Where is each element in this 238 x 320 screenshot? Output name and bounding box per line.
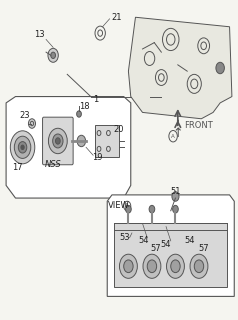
Circle shape — [28, 119, 35, 128]
Text: 54: 54 — [184, 236, 195, 245]
Circle shape — [143, 254, 161, 278]
Text: 54: 54 — [139, 236, 149, 245]
Circle shape — [190, 254, 208, 278]
Circle shape — [53, 134, 63, 148]
Text: NSS: NSS — [45, 160, 61, 169]
Circle shape — [51, 52, 55, 59]
Circle shape — [147, 260, 157, 273]
Text: 23: 23 — [20, 111, 30, 120]
Circle shape — [149, 205, 155, 213]
FancyBboxPatch shape — [43, 117, 73, 165]
Text: 57: 57 — [150, 244, 161, 253]
Text: 18: 18 — [79, 101, 90, 111]
Circle shape — [49, 128, 67, 154]
Bar — [114, 223, 227, 287]
Circle shape — [14, 136, 31, 158]
Text: FRONT: FRONT — [185, 121, 213, 130]
Circle shape — [167, 254, 184, 278]
Text: 17: 17 — [13, 164, 23, 172]
Text: 51: 51 — [170, 187, 181, 196]
Circle shape — [55, 138, 60, 144]
Circle shape — [10, 131, 35, 164]
Text: 57: 57 — [198, 244, 209, 253]
Polygon shape — [107, 195, 234, 296]
Text: 1: 1 — [93, 95, 98, 104]
Text: 53: 53 — [119, 233, 130, 242]
Text: 21: 21 — [111, 13, 122, 22]
Circle shape — [216, 62, 224, 74]
Text: A: A — [125, 204, 129, 209]
Text: VIEW: VIEW — [108, 202, 130, 211]
Circle shape — [77, 111, 81, 117]
Text: 19: 19 — [93, 153, 103, 162]
Circle shape — [173, 205, 178, 213]
Text: ↑: ↑ — [173, 126, 183, 140]
Circle shape — [124, 260, 133, 273]
Circle shape — [194, 260, 204, 273]
Circle shape — [77, 135, 86, 147]
Circle shape — [18, 142, 27, 153]
Polygon shape — [6, 97, 131, 198]
Text: 20: 20 — [114, 125, 124, 134]
Polygon shape — [129, 17, 232, 119]
Circle shape — [119, 254, 137, 278]
Text: 54: 54 — [161, 240, 171, 249]
Circle shape — [21, 145, 24, 149]
Text: A: A — [171, 134, 175, 139]
Circle shape — [172, 192, 179, 201]
Bar — [95, 125, 119, 157]
Circle shape — [171, 260, 180, 273]
Text: 13: 13 — [34, 30, 44, 39]
Circle shape — [48, 48, 58, 62]
Circle shape — [126, 205, 131, 213]
